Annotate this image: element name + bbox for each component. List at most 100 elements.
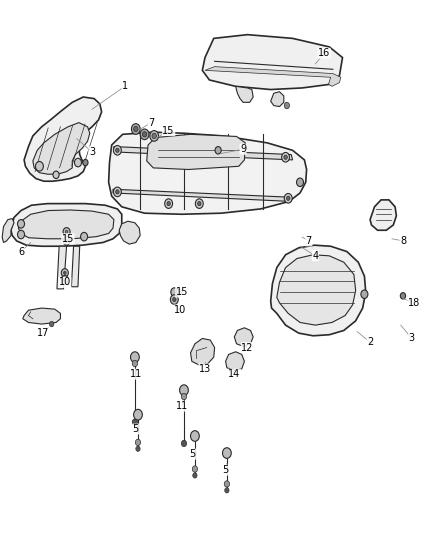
Text: 15: 15: [176, 287, 188, 297]
Text: 3: 3: [409, 334, 415, 343]
Circle shape: [116, 190, 119, 194]
Circle shape: [224, 481, 230, 487]
Polygon shape: [57, 246, 67, 289]
Circle shape: [83, 159, 88, 166]
Polygon shape: [23, 308, 60, 324]
Polygon shape: [277, 255, 356, 325]
Circle shape: [400, 293, 406, 299]
Circle shape: [61, 276, 68, 284]
Circle shape: [176, 289, 181, 295]
Circle shape: [297, 178, 304, 187]
Circle shape: [74, 158, 81, 167]
Text: 17: 17: [37, 328, 49, 338]
Circle shape: [81, 232, 88, 241]
Circle shape: [132, 360, 138, 367]
Circle shape: [284, 102, 290, 109]
Polygon shape: [109, 132, 307, 214]
Text: 11: 11: [130, 369, 142, 379]
Polygon shape: [226, 352, 244, 370]
Circle shape: [223, 448, 231, 458]
Circle shape: [225, 488, 229, 493]
Circle shape: [113, 146, 121, 155]
Polygon shape: [271, 245, 366, 336]
Text: 10: 10: [59, 278, 71, 287]
Circle shape: [152, 133, 156, 139]
Circle shape: [49, 321, 54, 327]
Circle shape: [135, 439, 141, 446]
Circle shape: [65, 239, 68, 243]
Polygon shape: [11, 204, 122, 246]
Text: 4: 4: [312, 251, 318, 261]
Text: 18: 18: [408, 298, 420, 308]
Text: 16: 16: [318, 49, 330, 58]
Polygon shape: [209, 147, 217, 155]
Polygon shape: [271, 92, 284, 107]
Text: 15: 15: [162, 126, 175, 135]
Text: 13: 13: [199, 364, 211, 374]
Circle shape: [170, 295, 178, 304]
Text: 5: 5: [223, 465, 229, 475]
Circle shape: [150, 131, 159, 141]
Circle shape: [165, 199, 173, 208]
Text: 14: 14: [228, 369, 240, 379]
Circle shape: [181, 440, 187, 447]
Circle shape: [18, 220, 25, 228]
Circle shape: [195, 199, 203, 208]
Polygon shape: [113, 189, 291, 201]
Text: 15: 15: [62, 234, 74, 244]
Circle shape: [35, 161, 43, 171]
Circle shape: [61, 269, 68, 277]
Text: 9: 9: [240, 144, 246, 154]
Text: 2: 2: [367, 337, 373, 347]
Circle shape: [64, 271, 66, 274]
Circle shape: [65, 230, 68, 233]
Circle shape: [284, 193, 292, 203]
Circle shape: [63, 237, 70, 245]
Polygon shape: [234, 328, 253, 346]
Polygon shape: [114, 147, 293, 160]
Circle shape: [286, 196, 290, 200]
Circle shape: [136, 446, 140, 451]
Polygon shape: [33, 123, 90, 174]
Text: 10: 10: [173, 305, 186, 315]
Circle shape: [134, 126, 138, 132]
Polygon shape: [147, 134, 245, 169]
Circle shape: [131, 352, 139, 362]
Text: 6: 6: [18, 247, 24, 256]
Polygon shape: [236, 86, 253, 102]
Text: 3: 3: [89, 147, 95, 157]
Circle shape: [113, 187, 121, 197]
Text: 5: 5: [133, 424, 139, 434]
Text: 1: 1: [122, 82, 128, 91]
Circle shape: [173, 297, 176, 302]
Polygon shape: [202, 35, 343, 90]
Circle shape: [64, 278, 66, 281]
Text: 8: 8: [400, 236, 406, 246]
Circle shape: [167, 201, 170, 206]
Text: 12: 12: [241, 343, 254, 352]
Polygon shape: [24, 97, 102, 181]
Circle shape: [191, 431, 199, 441]
Circle shape: [132, 419, 138, 425]
Circle shape: [171, 288, 178, 296]
Text: 7: 7: [148, 118, 154, 127]
Circle shape: [140, 129, 149, 140]
Circle shape: [284, 155, 287, 159]
Text: 11: 11: [176, 401, 188, 411]
Text: 5: 5: [190, 449, 196, 459]
Circle shape: [142, 132, 147, 137]
Circle shape: [53, 171, 59, 179]
Circle shape: [63, 228, 70, 236]
Circle shape: [181, 393, 187, 400]
Circle shape: [180, 385, 188, 395]
Circle shape: [193, 473, 197, 478]
Polygon shape: [370, 200, 396, 230]
Circle shape: [198, 201, 201, 206]
Polygon shape: [71, 246, 80, 287]
Circle shape: [131, 124, 140, 134]
Circle shape: [116, 148, 119, 152]
Polygon shape: [18, 210, 114, 239]
Circle shape: [192, 466, 198, 472]
Polygon shape: [205, 67, 341, 86]
Polygon shape: [2, 219, 14, 243]
